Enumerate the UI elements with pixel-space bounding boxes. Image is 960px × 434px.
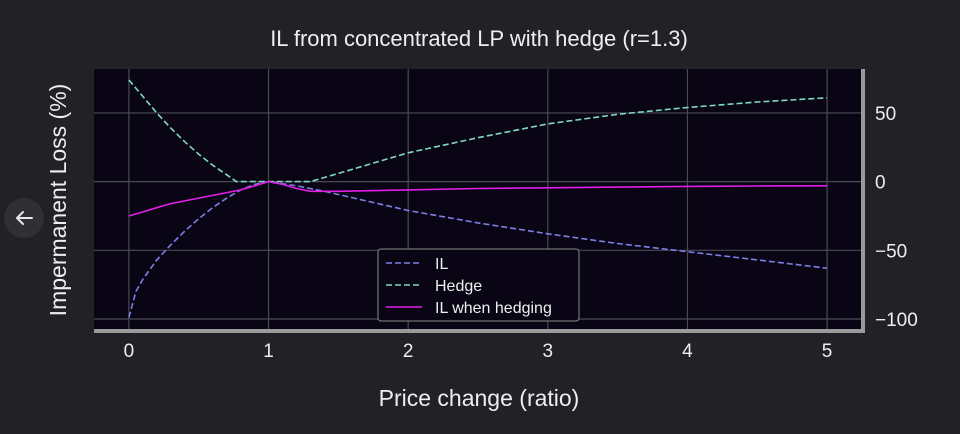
legend-label: IL when hedging xyxy=(435,300,552,317)
legend-box xyxy=(377,248,580,322)
chart-title: IL from concentrated LP with hedge (r=1.… xyxy=(270,26,688,51)
chart-legend: IL Hedge IL when hedging xyxy=(377,248,580,322)
series-line-il-when-hedging xyxy=(128,180,828,217)
x-axis-label: Price change (ratio) xyxy=(379,385,580,411)
x-axis-ticks: 0 1 2 3 4 5 xyxy=(124,341,833,362)
legend-label: Hedge xyxy=(435,278,482,295)
y-tick-label: −100 xyxy=(875,310,918,331)
arrow-left-icon xyxy=(16,211,33,225)
y-tick-label: 50 xyxy=(875,104,896,125)
y-axis-label: Impermanent Loss (%) xyxy=(45,84,71,317)
x-tick-label: 1 xyxy=(263,341,274,362)
y-axis-ticks: 50 0 −50 −100 xyxy=(875,104,918,331)
x-tick-label: 3 xyxy=(543,341,554,362)
series-layer xyxy=(128,79,828,318)
x-tick-label: 4 xyxy=(682,341,693,362)
y-tick-label: −50 xyxy=(875,241,907,262)
y-tick-label: 0 xyxy=(875,173,886,194)
x-tick-label: 2 xyxy=(403,341,414,362)
plot-frame xyxy=(94,69,865,333)
legend-label: IL xyxy=(435,256,448,273)
series-line-il xyxy=(128,180,828,318)
x-tick-label: 5 xyxy=(822,341,833,362)
x-tick-label: 0 xyxy=(124,341,135,362)
back-button[interactable] xyxy=(4,198,44,238)
